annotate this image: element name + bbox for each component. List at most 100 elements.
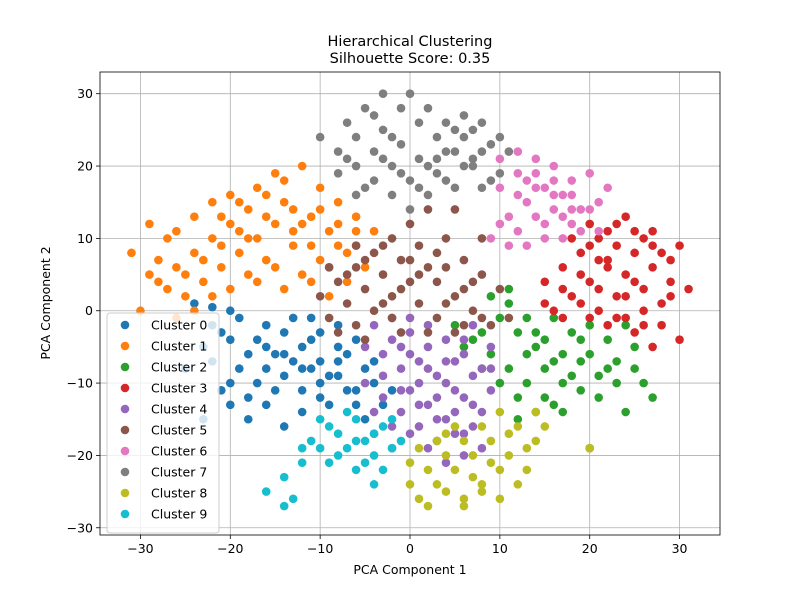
data-point [360, 284, 370, 294]
legend-marker [120, 509, 130, 519]
data-point [261, 320, 271, 330]
data-point [540, 364, 550, 373]
data-point [513, 226, 523, 236]
data-point [630, 248, 639, 258]
data-point [594, 234, 603, 243]
data-point [486, 291, 496, 301]
data-point [405, 386, 415, 395]
data-point [468, 335, 478, 344]
data-point [414, 154, 424, 164]
data-point [369, 248, 379, 258]
data-point [225, 335, 235, 344]
data-point [657, 320, 666, 330]
data-point [190, 212, 199, 221]
x-tick-label: −20 [217, 541, 243, 556]
data-point [342, 277, 352, 287]
data-point [432, 480, 442, 489]
data-point [217, 212, 226, 221]
data-point [208, 291, 217, 301]
data-point [594, 255, 603, 265]
legend-label: Cluster 1 [151, 339, 207, 354]
data-point [468, 306, 478, 316]
data-point [369, 451, 379, 460]
data-point [190, 248, 199, 258]
data-point [414, 494, 424, 504]
data-point [495, 494, 505, 504]
data-point [468, 154, 478, 164]
data-point [154, 277, 163, 287]
data-point [441, 458, 451, 467]
chart-title: Hierarchical Clustering [328, 34, 493, 50]
data-point [432, 393, 442, 402]
data-point [154, 255, 163, 265]
legend-label: Cluster 7 [151, 465, 207, 480]
data-point [414, 241, 424, 250]
series-cluster-9 [261, 407, 406, 511]
data-point [261, 342, 271, 352]
data-point [315, 443, 325, 453]
data-point [477, 480, 487, 489]
data-point [234, 226, 244, 236]
data-point [333, 147, 343, 156]
data-point [432, 132, 442, 142]
data-point [477, 328, 487, 337]
data-point [414, 118, 424, 127]
legend-marker [120, 320, 130, 330]
data-point [387, 234, 397, 243]
data-point [585, 219, 595, 229]
data-point [315, 393, 325, 402]
data-point [279, 371, 289, 381]
y-axis-label: PCA Component 2 [38, 246, 53, 359]
data-point [585, 205, 595, 214]
data-point [342, 270, 352, 279]
data-point [306, 241, 316, 250]
data-point [351, 335, 361, 344]
data-point [432, 168, 442, 178]
data-point [369, 306, 379, 316]
data-point [513, 422, 523, 431]
data-point [324, 458, 334, 467]
data-point [315, 328, 325, 337]
data-point [648, 342, 657, 352]
data-point [495, 407, 505, 417]
data-point [351, 226, 361, 236]
data-point [531, 212, 541, 221]
legend-label: Cluster 5 [151, 423, 207, 438]
data-point [450, 422, 460, 431]
legend-box [106, 312, 220, 534]
data-point [405, 255, 415, 265]
data-point [199, 277, 208, 287]
data-point [576, 226, 586, 236]
data-point [549, 306, 559, 316]
x-tick-label: −30 [127, 541, 153, 556]
data-point [585, 277, 595, 287]
data-point [468, 161, 478, 171]
data-point [387, 132, 397, 142]
data-point [495, 219, 505, 229]
data-point [522, 176, 532, 185]
data-point [540, 299, 550, 308]
data-point [387, 190, 397, 200]
data-point [576, 270, 586, 279]
data-point [450, 357, 460, 366]
data-point [459, 111, 469, 120]
data-point [360, 378, 370, 388]
data-point [477, 313, 487, 323]
data-point [504, 241, 514, 250]
data-point [217, 241, 226, 250]
data-point [495, 183, 505, 193]
data-point [261, 400, 271, 410]
data-point [513, 147, 523, 156]
data-point [360, 183, 370, 193]
data-point [360, 414, 370, 424]
data-point [252, 335, 262, 344]
data-point [567, 176, 577, 185]
data-point [486, 140, 496, 149]
data-point [405, 205, 415, 214]
data-point [459, 320, 469, 330]
data-point [648, 393, 657, 402]
data-point [342, 349, 352, 359]
data-point [639, 306, 648, 316]
data-point [369, 176, 379, 185]
data-point [477, 183, 487, 193]
